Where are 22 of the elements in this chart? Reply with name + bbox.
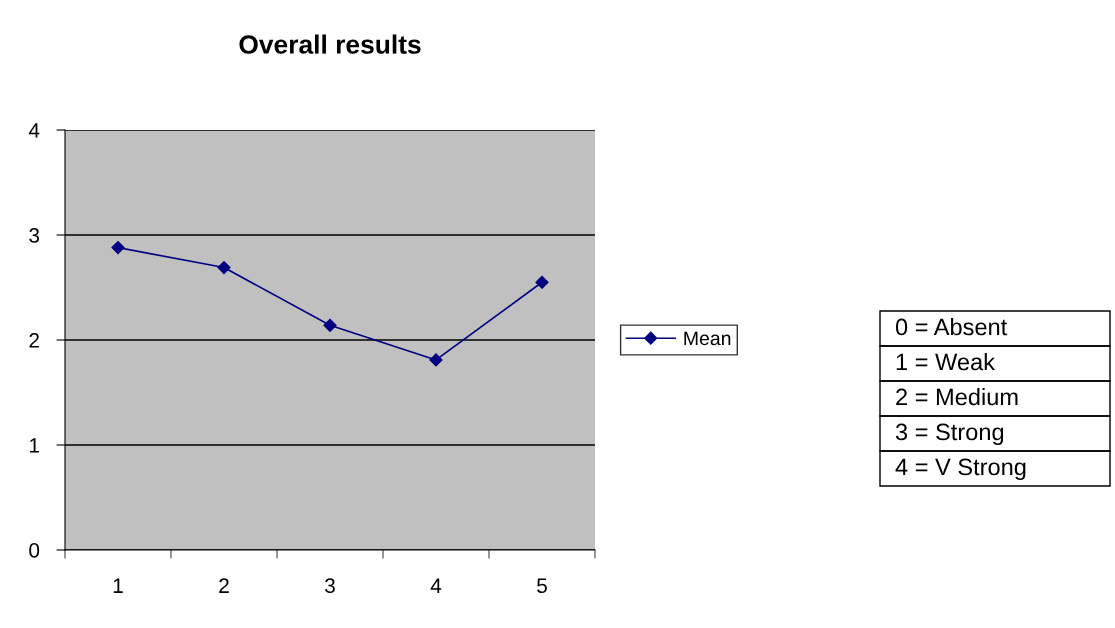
point (323, 318, 337, 332)
point (217, 260, 231, 275)
text: 2 = Medium (896, 387, 1018, 406)
x-tick-label: 2 (219, 578, 229, 593)
text: 0 = Absent (895, 317, 1008, 336)
point (429, 353, 443, 367)
x-tick-label: 3 (325, 578, 335, 594)
x-tick-label: 1 (113, 578, 123, 593)
y-tick-label: 0 (29, 543, 40, 558)
x-tick-label: 5 (537, 578, 547, 594)
y-tick-label: 3 (29, 228, 40, 243)
text: 3 = Strong (895, 423, 1004, 445)
text: 1 = Weak (896, 353, 996, 371)
legend-label: Mean (684, 331, 731, 346)
x-tick-label: 4 (430, 578, 442, 593)
y-tick-label: 4 (28, 123, 40, 138)
chart-title: Overall results (239, 34, 421, 54)
text: 4 = V Strong (895, 458, 1026, 480)
y-tick-label: 1 (30, 438, 39, 453)
point (535, 275, 549, 289)
point (111, 241, 125, 255)
y-tick-label: 2 (29, 333, 39, 348)
